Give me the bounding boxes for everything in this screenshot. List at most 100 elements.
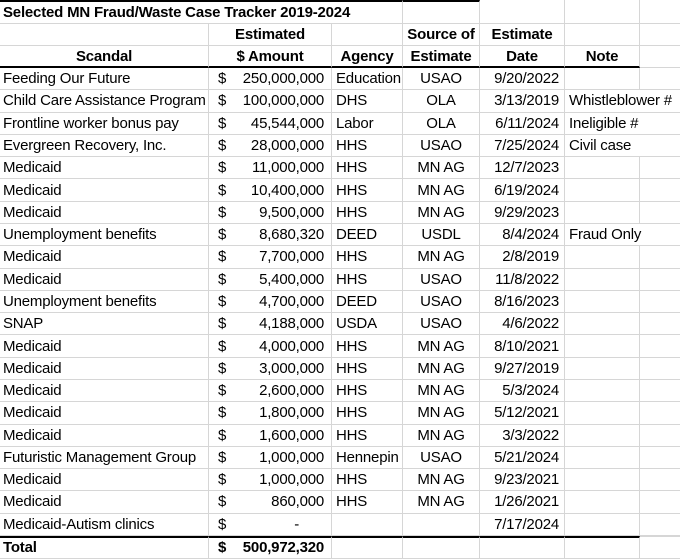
- note-cell[interactable]: [565, 291, 640, 312]
- scandal-cell[interactable]: Child Care Assistance Program: [0, 90, 209, 112]
- amount-cell[interactable]: $ 3,000,000: [209, 357, 332, 379]
- scandal-cell[interactable]: Medicaid: [0, 179, 209, 201]
- scandal-cell[interactable]: Medicaid: [0, 379, 209, 402]
- spare-cell[interactable]: [639, 402, 680, 424]
- date-cell[interactable]: 3/13/2019: [480, 90, 565, 112]
- spare-cell[interactable]: [639, 201, 680, 223]
- date-cell[interactable]: 2/8/2019: [480, 246, 565, 268]
- date-cell[interactable]: 7/17/2024: [480, 513, 565, 535]
- title-stub-cell[interactable]: [480, 0, 565, 23]
- agency-cell[interactable]: HHS: [332, 379, 403, 402]
- total-amount-cell[interactable]: $ 500,972,320: [209, 535, 332, 558]
- scandal-cell[interactable]: Medicaid: [0, 335, 209, 357]
- agency-cell[interactable]: HHS: [332, 357, 403, 379]
- scandal-cell[interactable]: Medicaid: [0, 246, 209, 268]
- amount-cell[interactable]: $ 28,000,000: [209, 134, 332, 157]
- scandal-cell[interactable]: Medicaid: [0, 157, 209, 179]
- source-cell[interactable]: USDL: [403, 223, 480, 246]
- date-cell[interactable]: 8/16/2023: [480, 290, 565, 313]
- scandal-cell[interactable]: Medicaid: [0, 201, 209, 223]
- header-note-line1[interactable]: [565, 24, 640, 45]
- title-stub-cell[interactable]: [640, 0, 680, 23]
- source-cell[interactable]: USAO: [403, 290, 480, 313]
- amount-cell[interactable]: $ 4,700,000: [209, 290, 332, 313]
- source-cell[interactable]: MN AG: [403, 424, 480, 446]
- source-cell[interactable]: USAO: [403, 68, 480, 90]
- scandal-cell[interactable]: Medicaid: [0, 491, 209, 513]
- note-cell[interactable]: [565, 469, 640, 490]
- note-cell[interactable]: [565, 68, 640, 89]
- header-amount-line1[interactable]: Estimated: [209, 24, 332, 45]
- spare-cell[interactable]: [639, 446, 680, 469]
- header-scandal[interactable]: Scandal: [0, 46, 209, 68]
- source-cell[interactable]: OLA: [403, 90, 480, 112]
- scandal-cell[interactable]: Unemployment benefits: [0, 223, 209, 246]
- title-stub-cell[interactable]: [403, 0, 480, 23]
- scandal-cell[interactable]: Unemployment benefits: [0, 290, 209, 313]
- date-cell[interactable]: 8/10/2021: [480, 335, 565, 357]
- note-cell[interactable]: [565, 447, 640, 468]
- scandal-cell[interactable]: Medicaid: [0, 402, 209, 424]
- amount-cell[interactable]: $ 250,000,000: [209, 68, 332, 90]
- date-cell[interactable]: 6/19/2024: [480, 179, 565, 201]
- date-cell[interactable]: 6/11/2024: [480, 112, 565, 134]
- source-cell[interactable]: [403, 513, 480, 535]
- scandal-cell[interactable]: Medicaid: [0, 268, 209, 290]
- header-amount[interactable]: $ Amount: [209, 46, 332, 68]
- date-cell[interactable]: 5/21/2024: [480, 446, 565, 469]
- note-cell[interactable]: Whistleblower #: [569, 92, 672, 110]
- spare-cell[interactable]: [639, 357, 680, 379]
- header-source[interactable]: Estimate: [403, 46, 480, 68]
- date-cell[interactable]: 9/23/2021: [480, 469, 565, 491]
- source-cell[interactable]: MN AG: [403, 246, 480, 268]
- date-cell[interactable]: 4/6/2022: [480, 313, 565, 335]
- note-cell[interactable]: Ineligible #: [569, 114, 639, 132]
- spare-cell[interactable]: [640, 535, 680, 558]
- agency-cell[interactable]: DEED: [332, 290, 403, 313]
- note-cell[interactable]: [565, 425, 640, 446]
- spare-cell[interactable]: [640, 135, 680, 156]
- amount-cell[interactable]: $ 1,000,000: [209, 469, 332, 491]
- agency-cell[interactable]: HHS: [332, 134, 403, 157]
- header-source-line1[interactable]: Source of: [403, 24, 480, 45]
- spare-cell[interactable]: [639, 424, 680, 446]
- source-cell[interactable]: MN AG: [403, 157, 480, 179]
- amount-cell[interactable]: $ 2,600,000: [209, 379, 332, 402]
- agency-cell[interactable]: HHS: [332, 335, 403, 357]
- note-cell[interactable]: [565, 269, 640, 290]
- spare-cell[interactable]: [639, 513, 680, 535]
- amount-cell[interactable]: $ 11,000,000: [209, 157, 332, 179]
- spare-cell[interactable]: [640, 224, 680, 245]
- amount-cell[interactable]: $ 860,000: [209, 491, 332, 513]
- source-cell[interactable]: MN AG: [403, 335, 480, 357]
- spare-cell[interactable]: [639, 290, 680, 313]
- source-cell[interactable]: MN AG: [403, 201, 480, 223]
- agency-cell[interactable]: DHS: [332, 90, 403, 112]
- scandal-cell[interactable]: Medicaid: [0, 357, 209, 379]
- scandal-cell[interactable]: Medicaid-Autism clinics: [0, 513, 209, 535]
- note-cell[interactable]: [565, 402, 640, 423]
- agency-cell[interactable]: Hennepin: [332, 446, 403, 469]
- note-cell[interactable]: Fraud Only: [569, 226, 642, 244]
- amount-cell[interactable]: $ 1,600,000: [209, 424, 332, 446]
- spare-cell[interactable]: [639, 379, 680, 402]
- note-cell[interactable]: [565, 380, 640, 401]
- agency-cell[interactable]: Education: [332, 68, 403, 90]
- source-cell[interactable]: OLA: [403, 112, 480, 134]
- note-cell[interactable]: [565, 157, 640, 178]
- agency-cell[interactable]: HHS: [332, 179, 403, 201]
- header-agency[interactable]: Agency: [332, 46, 403, 68]
- agency-cell[interactable]: USDA: [332, 313, 403, 335]
- scandal-cell[interactable]: Feeding Our Future: [0, 68, 209, 90]
- scandal-cell[interactable]: SNAP: [0, 313, 209, 335]
- spare-cell[interactable]: [639, 313, 680, 335]
- header-date-line1[interactable]: Estimate: [480, 24, 565, 45]
- amount-cell[interactable]: $ 9,500,000: [209, 201, 332, 223]
- amount-cell[interactable]: $ 4,000,000: [209, 335, 332, 357]
- agency-cell[interactable]: HHS: [332, 424, 403, 446]
- date-cell[interactable]: 11/8/2022: [480, 268, 565, 290]
- date-cell[interactable]: 8/4/2024: [480, 223, 565, 246]
- agency-cell[interactable]: HHS: [332, 201, 403, 223]
- header-scandal-line1[interactable]: [0, 24, 209, 45]
- note-cell[interactable]: [565, 335, 640, 356]
